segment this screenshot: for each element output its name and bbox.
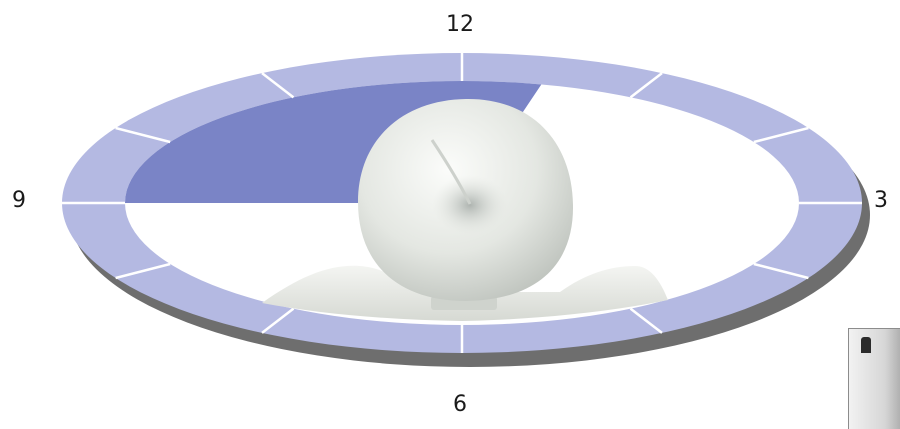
hour-divider [261,72,295,99]
clock-label-6: 6 [453,392,467,417]
hour-divider [629,307,663,334]
cropped-thumbnail [848,328,900,429]
hour-divider [115,262,171,280]
clock-label-3: 3 [874,188,888,213]
hour-divider [753,126,809,144]
clock-label-9: 9 [12,188,26,213]
tooth-clock-diagram [62,53,870,367]
hour-divider [261,307,295,334]
hour-divider [753,262,809,280]
hour-divider [115,126,171,144]
clock-label-12: 12 [446,12,474,37]
hour-divider [629,72,663,99]
crown-fossa [432,175,508,235]
crown-groove [430,139,472,205]
thumbnail-mark [861,337,871,353]
hour-dividers [62,53,862,353]
